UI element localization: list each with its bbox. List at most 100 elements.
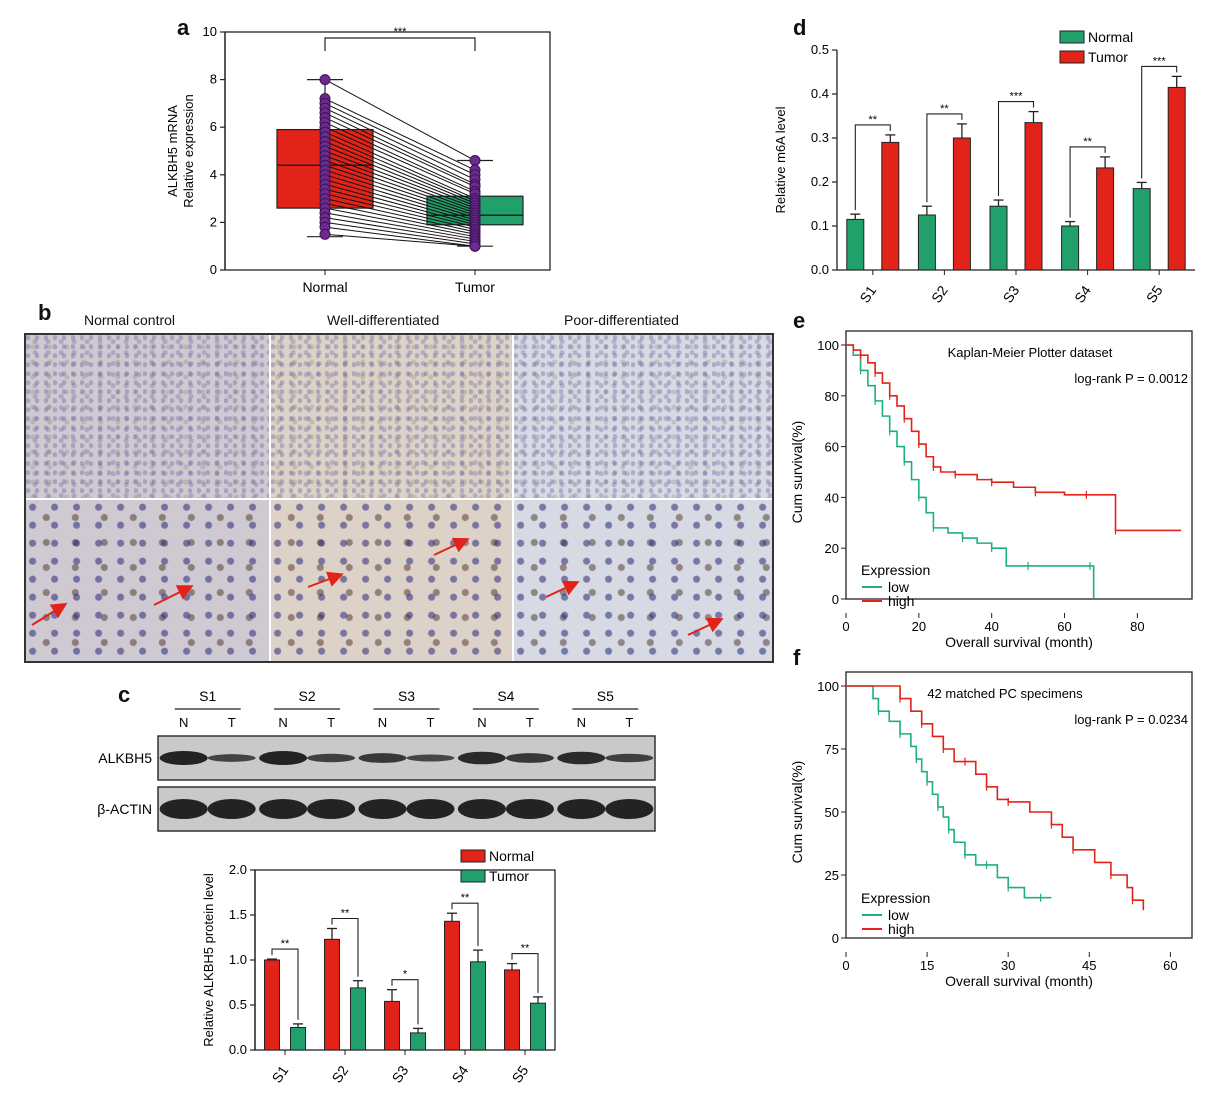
x-tick-label-d: S2 bbox=[928, 282, 951, 305]
x-tick-label-e: 40 bbox=[984, 619, 998, 634]
bar-tumor-s3 bbox=[410, 1032, 426, 1051]
y-axis-label-e: Cum survival(%) bbox=[789, 421, 805, 524]
pair-line bbox=[324, 160, 476, 214]
bar-normal-s1 bbox=[846, 218, 865, 271]
pair-line bbox=[324, 112, 476, 185]
bar-normal-s1 bbox=[264, 959, 280, 1051]
significance-bracket-c bbox=[271, 948, 299, 1020]
blot-sample-label: S4 bbox=[497, 688, 514, 704]
blot-band bbox=[358, 799, 407, 819]
y-tick-label-f: 75 bbox=[825, 742, 839, 757]
legend-label-normal: Normal bbox=[1088, 29, 1133, 45]
x-tick-label-c: S4 bbox=[449, 1062, 472, 1085]
legend-title-e: Expression bbox=[861, 562, 930, 578]
significance-bracket-c bbox=[511, 953, 539, 993]
blot-band bbox=[605, 753, 654, 763]
c-y-tick-label: 0.5 bbox=[229, 997, 247, 1012]
x-tick-label-d: S3 bbox=[1000, 282, 1023, 305]
x-tick-label-a: Tumor bbox=[455, 279, 495, 295]
y-tick-label-e: 0 bbox=[832, 592, 839, 607]
significance-label-d: *** bbox=[1010, 91, 1024, 103]
legend-label-low: low bbox=[888, 907, 910, 923]
logrank-annotation-e: log-rank P = 0.0012 bbox=[1074, 371, 1188, 386]
chart-title-f: 42 matched PC specimens bbox=[927, 686, 1083, 701]
point-tumor bbox=[469, 155, 481, 167]
significance-label-d: *** bbox=[1153, 55, 1167, 67]
blot-band bbox=[159, 799, 208, 819]
pair-line bbox=[324, 221, 476, 245]
pair-line bbox=[324, 193, 476, 231]
bar-tumor-s5 bbox=[1167, 86, 1186, 271]
blot-lane-label: T bbox=[625, 715, 633, 730]
d-y-tick-label: 0.0 bbox=[811, 262, 829, 277]
blot-band bbox=[505, 799, 554, 819]
y-tick-label-e: 80 bbox=[825, 389, 839, 404]
x-tick-label-f: 0 bbox=[842, 958, 849, 973]
y-tick-label-f: 0 bbox=[832, 931, 839, 946]
significance-label-c: ** bbox=[521, 943, 530, 955]
y-axis-label-a: Relative expression bbox=[181, 94, 196, 207]
a-y-tick-label: 2 bbox=[210, 214, 217, 229]
plot-frame-f bbox=[845, 671, 1193, 939]
y-tick-label-e: 60 bbox=[825, 440, 839, 455]
blot-band bbox=[406, 799, 455, 819]
d-y-tick-label: 0.5 bbox=[811, 42, 829, 57]
significance-bracket-c bbox=[451, 902, 479, 947]
blot-band bbox=[307, 799, 356, 819]
legend-swatch-normal bbox=[1059, 30, 1085, 44]
panel-letter-e: e bbox=[793, 308, 806, 333]
legend-label-low: low bbox=[888, 579, 910, 595]
blot-sample-label: S3 bbox=[398, 688, 415, 704]
blot-band bbox=[259, 799, 308, 819]
x-tick-label-e: 80 bbox=[1130, 619, 1144, 634]
x-tick-label-e: 60 bbox=[1057, 619, 1071, 634]
bar-normal-s3 bbox=[989, 205, 1008, 271]
y-tick-label-f: 50 bbox=[825, 805, 839, 820]
y-tick-label-f: 100 bbox=[817, 679, 839, 694]
bar-normal-s4 bbox=[1061, 225, 1080, 271]
legend-label-tumor: Tumor bbox=[1088, 49, 1128, 65]
bar-normal-s5 bbox=[504, 969, 520, 1051]
a-y-tick-label: 8 bbox=[210, 72, 217, 87]
bar-normal-s4 bbox=[444, 920, 460, 1051]
x-tick-label-d: S1 bbox=[856, 282, 879, 305]
significance-bracket-c bbox=[331, 917, 359, 977]
y-axis-label-f: Cum survival(%) bbox=[789, 761, 805, 864]
c-y-tick-label: 2.0 bbox=[229, 862, 247, 877]
ihc-poor-high bbox=[514, 500, 772, 661]
significance-bracket-a bbox=[324, 37, 476, 52]
x-axis-label-e: Overall survival (month) bbox=[945, 634, 1093, 650]
pair-line bbox=[324, 188, 476, 228]
ihc-normal-low bbox=[26, 335, 269, 498]
km-chart-f: 0 25 50 75 100 0 15 30 45 60 Overall survival (mon… bbox=[789, 671, 1193, 989]
c-y-tick-label: 0.0 bbox=[229, 1042, 247, 1057]
y-axis-label-c: Relative ALKBH5 protein level bbox=[201, 873, 216, 1047]
pair-line bbox=[324, 198, 476, 233]
ihc-column-well: Well-differentiated bbox=[327, 312, 440, 328]
c-y-tick-label: 1.0 bbox=[229, 952, 247, 967]
bar-tumor-s5 bbox=[530, 1002, 546, 1051]
km-chart-e: 0 20 40 60 80 100 0 20 40 60 80 Overall survival (m… bbox=[789, 330, 1193, 650]
pair-line bbox=[324, 202, 476, 235]
pair-line bbox=[324, 164, 476, 216]
pair-line bbox=[324, 155, 476, 211]
x-tick-label-f: 15 bbox=[920, 958, 934, 973]
significance-label-c: ** bbox=[341, 908, 350, 920]
blot-sample-label: S1 bbox=[199, 688, 216, 704]
bar-normal-s5 bbox=[1132, 188, 1151, 271]
blot-band bbox=[457, 751, 506, 765]
bar-tumor-s2 bbox=[952, 137, 971, 271]
western-blot: S1 S2 S3 S4 S5 N T N T N T N T N T ALKBH5 β-ACTIN bbox=[97, 688, 656, 832]
point-normal bbox=[319, 74, 331, 86]
blot-sample-label: S2 bbox=[299, 688, 316, 704]
pair-line bbox=[324, 226, 476, 247]
panel-letter-b: b bbox=[38, 300, 52, 325]
legend-label-high: high bbox=[888, 593, 914, 609]
x-axis-label-f: Overall survival (month) bbox=[945, 973, 1093, 989]
ihc-image-grid bbox=[24, 333, 774, 663]
blot-band bbox=[605, 799, 654, 819]
blot-lane-label: N bbox=[278, 715, 287, 730]
blot-band bbox=[207, 799, 256, 819]
x-tick-label-a: Normal bbox=[302, 279, 347, 295]
y-tick-label-e: 100 bbox=[817, 338, 839, 353]
